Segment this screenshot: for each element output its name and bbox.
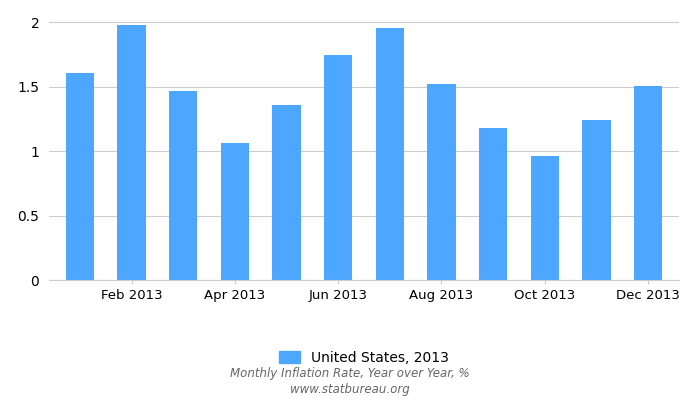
Bar (324, 55, 352, 280)
Bar (427, 84, 456, 280)
Bar (582, 120, 610, 280)
Bar (479, 128, 507, 280)
Text: Monthly Inflation Rate, Year over Year, %: Monthly Inflation Rate, Year over Year, … (230, 368, 470, 380)
Bar (220, 144, 249, 280)
Bar (531, 156, 559, 280)
Bar (118, 25, 146, 280)
Bar (376, 28, 404, 280)
Bar (169, 91, 197, 280)
Bar (634, 86, 662, 280)
Bar (272, 105, 301, 280)
Legend: United States, 2013: United States, 2013 (274, 345, 454, 370)
Bar (66, 73, 94, 280)
Text: www.statbureau.org: www.statbureau.org (290, 384, 410, 396)
